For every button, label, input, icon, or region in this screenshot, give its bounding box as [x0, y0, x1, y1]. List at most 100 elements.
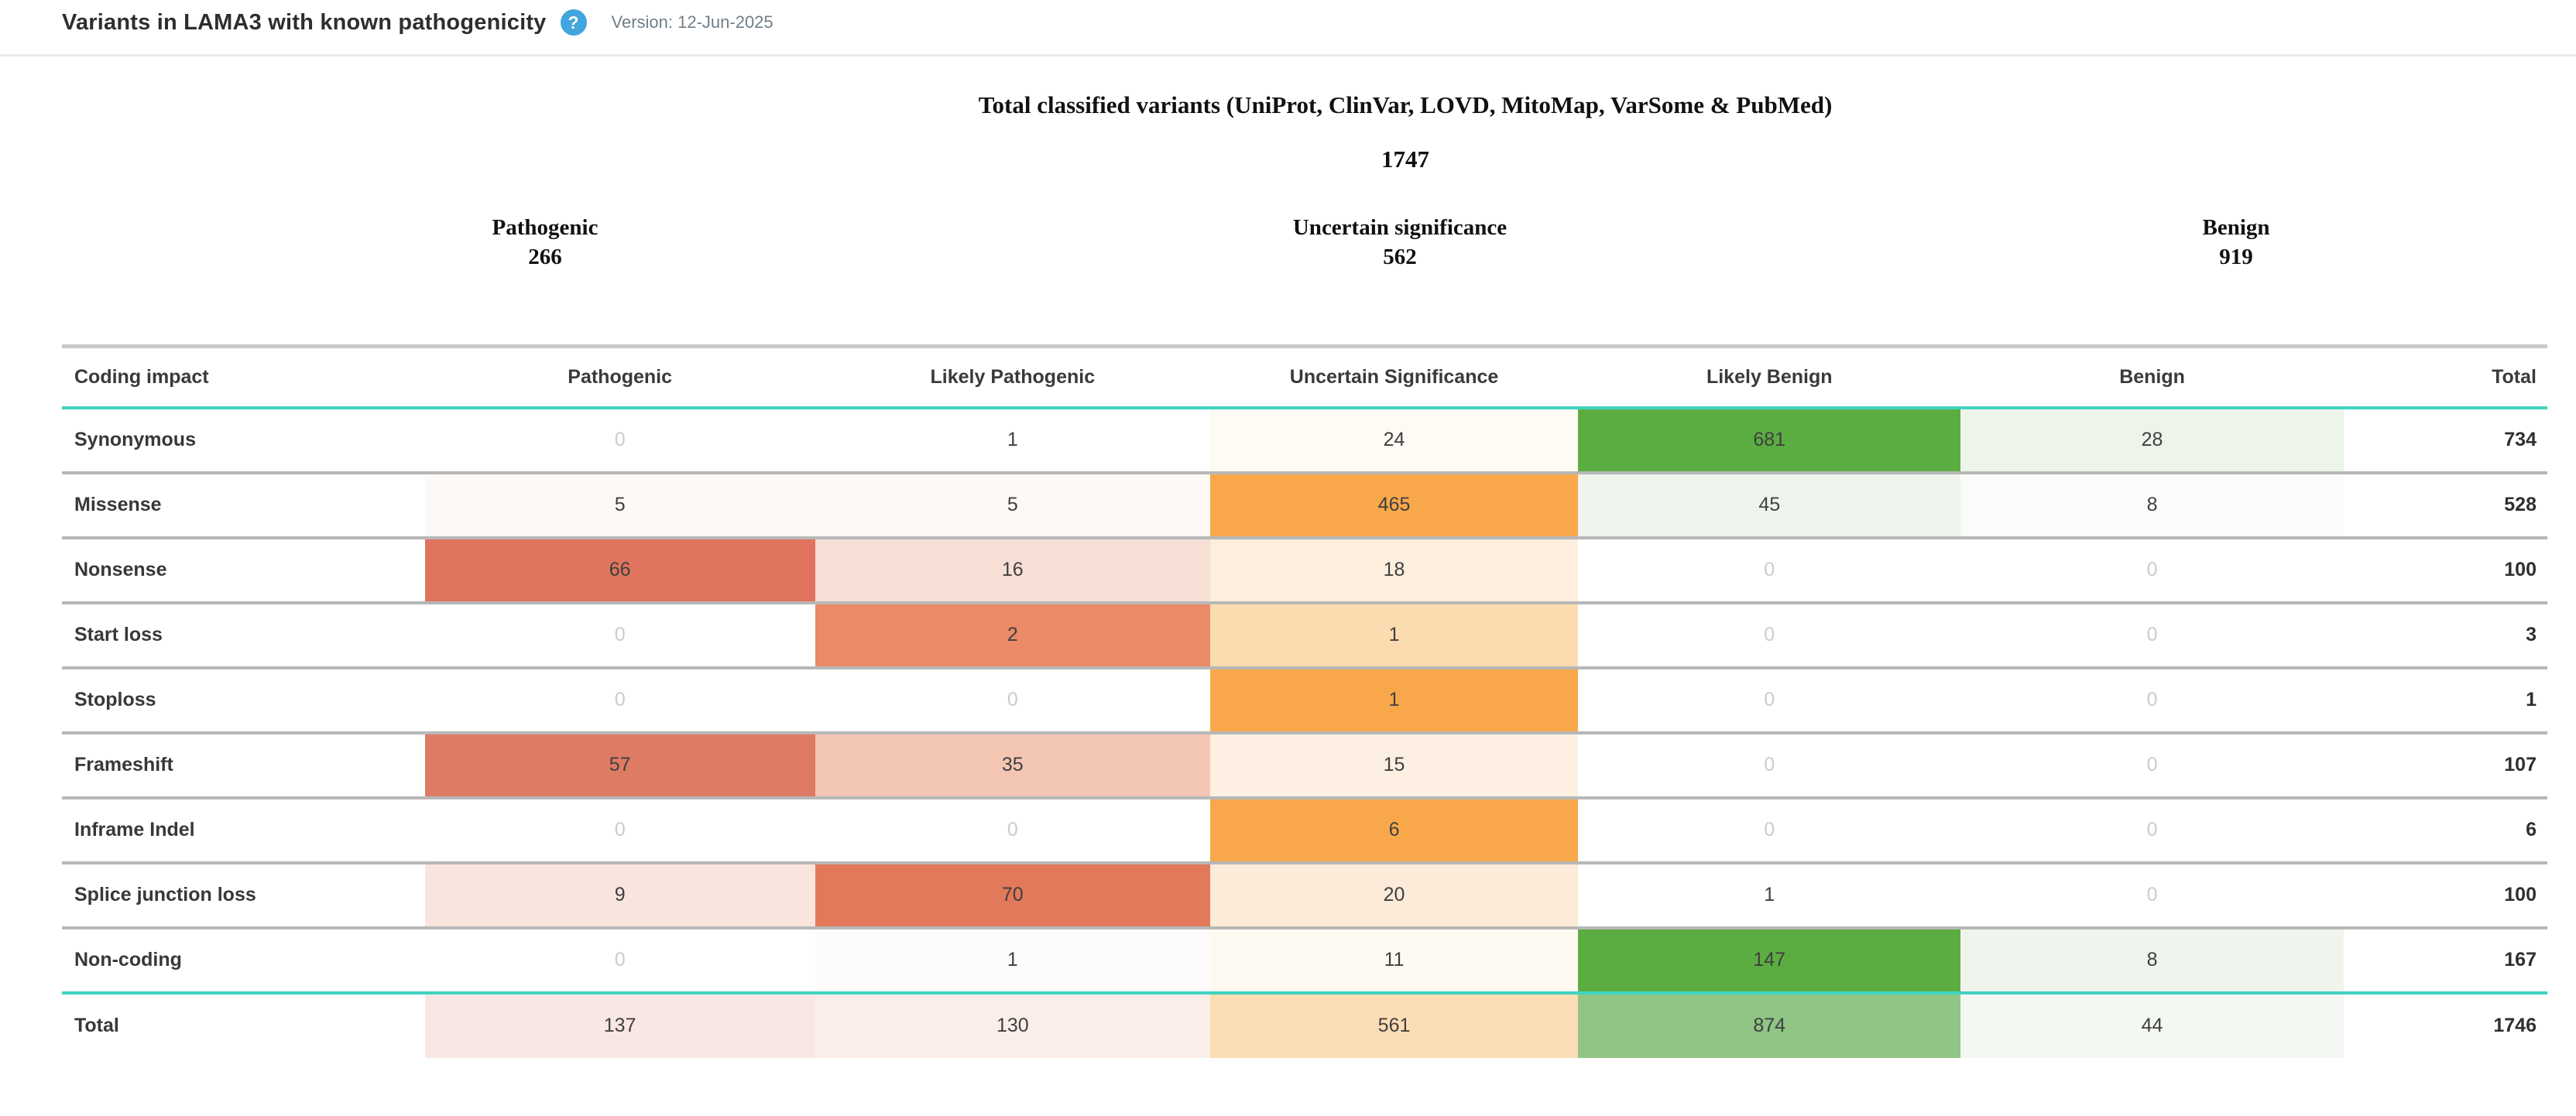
count-cell: 0 — [614, 949, 626, 971]
summary-uncertain-value: 562 — [1383, 245, 1417, 269]
summary-section: Total classified variants (UniProt, Clin… — [0, 54, 2576, 344]
table-row: Frameshift 57 35 15 0 0 107 — [62, 732, 2547, 798]
row-total-cell: 100 — [2504, 559, 2537, 580]
table-row: Nonsense 66 16 18 0 0 100 — [62, 537, 2547, 603]
row-label: Missense — [74, 494, 162, 515]
row-label: Total — [74, 1015, 119, 1036]
table-header-row: Coding impact Pathogenic Likely Pathogenic… — [62, 347, 2547, 408]
count-cell: 16 — [815, 537, 1210, 603]
row-total-cell: 167 — [2504, 949, 2537, 971]
count-cell: 874 — [1578, 992, 1961, 1058]
count-cell: 28 — [1960, 407, 2344, 473]
column-header-total: Total — [2492, 365, 2537, 388]
count-cell: 45 — [1578, 472, 1961, 538]
summary-uncertain-label: Uncertain significance — [1292, 215, 1508, 240]
table-total-row: Total 137 130 561 874 44 1746 — [62, 992, 2547, 1058]
count-cell: 0 — [614, 819, 626, 840]
row-total-cell: 100 — [2504, 884, 2537, 905]
summary-benign: Benign 919 — [2202, 213, 2269, 272]
count-cell: 5 — [424, 472, 815, 538]
help-icon[interactable]: ? — [560, 9, 587, 36]
row-label: Nonsense — [74, 559, 167, 580]
count-cell: 5 — [815, 472, 1210, 538]
count-cell: 130 — [815, 992, 1210, 1058]
count-cell: 0 — [1007, 689, 1018, 710]
count-cell: 1 — [1007, 429, 1018, 450]
count-cell: 44 — [1960, 992, 2344, 1058]
row-total-cell: 1 — [2526, 689, 2537, 710]
count-cell: 20 — [1210, 862, 1579, 928]
count-cell: 0 — [1007, 819, 1018, 840]
column-header-likely-pathogenic: Likely Pathogenic — [930, 365, 1096, 388]
count-cell: 1 — [815, 927, 1210, 993]
header-divider — [0, 54, 2576, 56]
count-cell: 66 — [424, 537, 815, 603]
count-cell: 1 — [1210, 602, 1579, 668]
count-cell: 147 — [1578, 927, 1961, 993]
summary-total-label: Total classified variants (UniProt, Clin… — [978, 91, 1833, 118]
row-label: Non-coding — [74, 949, 182, 971]
count-cell: 8 — [1960, 472, 2344, 538]
count-cell: 0 — [2146, 819, 2158, 840]
summary-total-value: 1747 — [1381, 145, 1429, 173]
summary-benign-value: 919 — [2219, 245, 2253, 269]
count-cell: 0 — [614, 429, 626, 450]
count-cell: 24 — [1210, 407, 1579, 473]
count-cell: 0 — [1764, 624, 1775, 645]
column-header-pathogenic: Pathogenic — [568, 365, 673, 388]
header-bar: Variants in LAMA3 with known pathogenici… — [62, 9, 773, 36]
row-label: Start loss — [74, 624, 163, 645]
row-total-cell: 528 — [2504, 494, 2537, 515]
row-total-cell: 3 — [2526, 624, 2537, 645]
count-cell: 0 — [614, 689, 626, 710]
count-cell: 70 — [815, 862, 1210, 928]
table-row: Non-coding 0 1 11 147 8 167 — [62, 927, 2547, 993]
count-cell: 8 — [1960, 927, 2344, 993]
count-cell: 0 — [2146, 754, 2158, 775]
row-total-cell: 6 — [2526, 819, 2537, 840]
variant-classification-table: Coding impact Pathogenic Likely Pathogenic… — [62, 344, 2547, 1058]
summary-pathogenic-label: Pathogenic — [492, 215, 599, 240]
count-cell: 137 — [424, 992, 815, 1058]
count-cell: 0 — [1764, 819, 1775, 840]
summary-benign-label: Benign — [2202, 215, 2270, 240]
table-row: Missense 5 5 465 45 8 528 — [62, 472, 2547, 538]
count-cell: 18 — [1210, 537, 1579, 603]
column-header-coding-impact: Coding impact — [74, 365, 209, 388]
row-label: Inframe Indel — [74, 819, 195, 840]
count-cell: 681 — [1578, 407, 1961, 473]
table-row: Start loss 0 2 1 0 0 3 — [62, 602, 2547, 668]
row-total-cell: 1746 — [2493, 1015, 2537, 1036]
count-cell: 0 — [1764, 754, 1775, 775]
summary-pathogenic-value: 266 — [528, 245, 562, 269]
table-row: Splice junction loss 9 70 20 1 0 100 — [62, 862, 2547, 928]
count-cell: 0 — [1764, 689, 1775, 710]
count-cell: 2 — [815, 602, 1210, 668]
row-total-cell: 107 — [2504, 754, 2537, 775]
table-row: Stoploss 0 0 1 0 0 1 — [62, 667, 2547, 733]
count-cell: 0 — [2146, 689, 2158, 710]
count-cell: 57 — [424, 732, 815, 798]
summary-uncertain: Uncertain significance 562 — [1293, 213, 1507, 272]
count-cell: 9 — [424, 862, 815, 928]
count-cell: 0 — [2146, 884, 2158, 905]
row-total-cell: 734 — [2504, 429, 2537, 450]
summary-pathogenic: Pathogenic 266 — [492, 213, 599, 272]
count-cell: 11 — [1210, 927, 1579, 993]
count-cell: 465 — [1210, 472, 1579, 538]
count-cell: 1 — [1764, 884, 1775, 905]
count-cell: 0 — [2146, 559, 2158, 580]
column-header-likely-benign: Likely Benign — [1706, 365, 1833, 388]
count-cell: 6 — [1210, 797, 1579, 863]
table-row: Inframe Indel 0 0 6 0 0 6 — [62, 797, 2547, 863]
table-row: Synonymous 0 1 24 681 28 734 — [62, 407, 2547, 473]
count-cell: 0 — [614, 624, 626, 645]
column-header-uncertain-significance: Uncertain Significance — [1289, 365, 1499, 388]
row-label: Splice junction loss — [74, 884, 256, 905]
page-title: Variants in LAMA3 with known pathogenici… — [62, 9, 547, 35]
count-cell: 35 — [815, 732, 1210, 798]
version-label: Version: 12-Jun-2025 — [611, 12, 773, 32]
count-cell: 1 — [1210, 667, 1579, 733]
count-cell: 0 — [1764, 559, 1775, 580]
column-header-benign: Benign — [2119, 365, 2185, 388]
